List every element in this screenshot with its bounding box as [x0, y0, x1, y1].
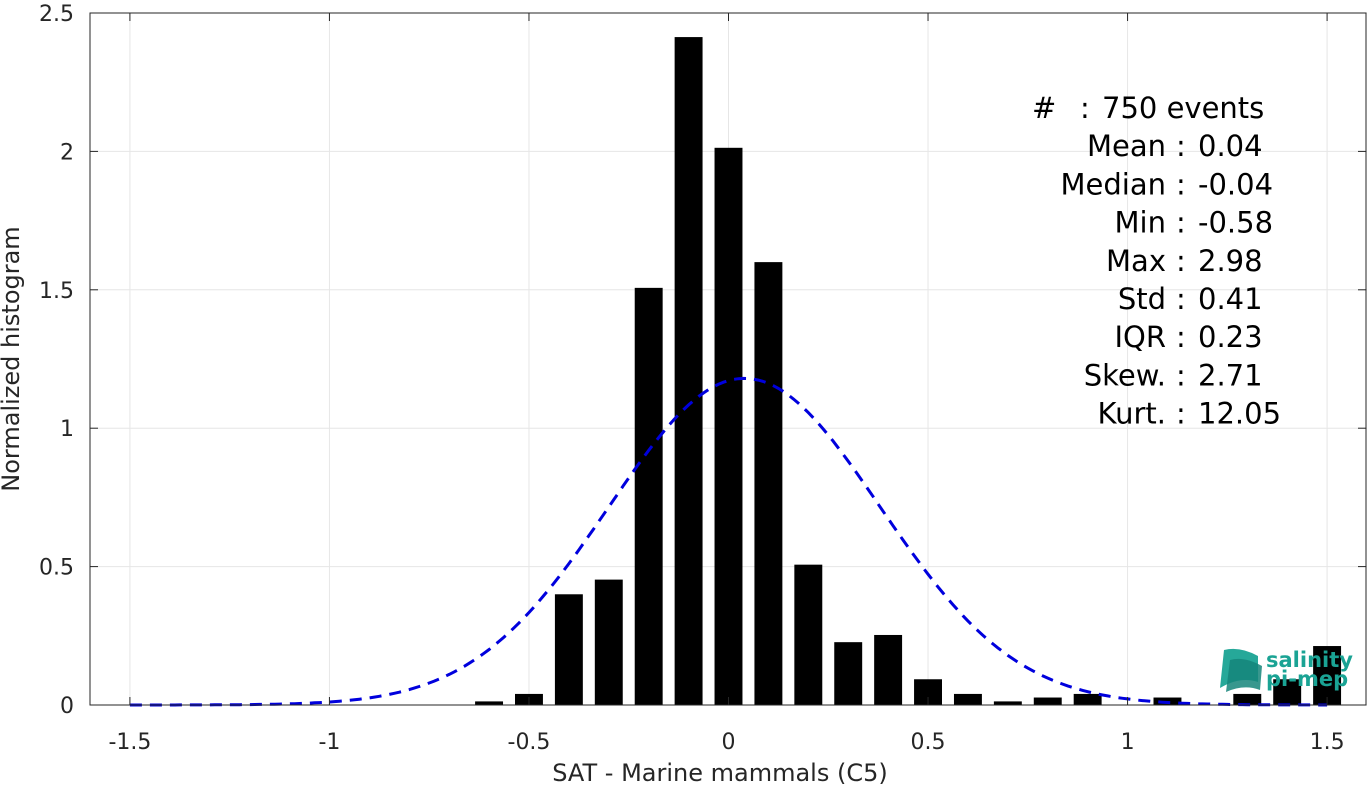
stat-row: #:750 events	[1032, 91, 1264, 125]
stat-label: Median	[1061, 167, 1166, 201]
stat-separator: :	[1176, 282, 1186, 316]
logo-line2: pi-mep	[1266, 667, 1348, 691]
x-tick-label: -1.5	[108, 730, 151, 755]
y-tick-label: 2.5	[39, 2, 74, 27]
histogram-bar	[475, 701, 504, 705]
stat-row: Median: -0.04	[1061, 167, 1274, 201]
stat-row: Kurt.:12.05	[1098, 397, 1282, 431]
stat-separator: :	[1080, 91, 1090, 125]
stat-value: -0.04	[1198, 167, 1273, 201]
y-tick-label: 2	[60, 140, 74, 165]
histogram-bar	[794, 564, 823, 705]
stat-separator: :	[1176, 397, 1186, 431]
stat-label: Mean	[1087, 129, 1166, 163]
x-tick-label: 0.5	[911, 730, 946, 755]
x-tick-label: 1	[1121, 730, 1135, 755]
histogram-bar	[634, 287, 663, 705]
histogram-bar	[1033, 697, 1062, 705]
histogram-bars	[475, 37, 1342, 705]
histogram-bar	[1313, 646, 1342, 705]
histogram-bar	[594, 579, 623, 705]
logo-line1: salinity	[1266, 648, 1353, 672]
stat-value: 0.41	[1198, 282, 1263, 316]
stat-row: IQR:0.23	[1114, 320, 1262, 354]
stat-separator: :	[1176, 358, 1186, 392]
histogram-bar	[674, 37, 703, 705]
stat-value: 2.98	[1198, 244, 1263, 278]
stat-label: Max	[1106, 244, 1166, 278]
x-axis-label: SAT - Marine mammals (C5)	[552, 759, 887, 785]
stat-separator: :	[1176, 206, 1186, 240]
stat-row: Std:0.41	[1118, 282, 1263, 316]
y-tick-label: 1	[60, 417, 74, 442]
stat-row: Max:2.98	[1106, 244, 1263, 278]
stat-value: 2.71	[1198, 358, 1263, 392]
logo-wave-icon	[1220, 648, 1262, 692]
histogram-bar	[714, 147, 743, 705]
stat-row: Mean:0.04	[1087, 129, 1263, 163]
stat-label: Kurt.	[1098, 397, 1166, 431]
stat-value: 0.23	[1198, 320, 1263, 354]
stat-label: Min	[1115, 206, 1166, 240]
stat-row: Min: -0.58	[1115, 206, 1274, 240]
y-tick-label: 0.5	[39, 556, 74, 581]
histogram-bar	[1233, 693, 1262, 705]
histogram-bar	[554, 594, 583, 705]
stat-label: IQR	[1114, 320, 1166, 354]
stat-label: Std	[1118, 282, 1166, 316]
stat-separator: :	[1176, 244, 1186, 278]
histogram-bar	[1273, 679, 1302, 705]
salinity-pi-mep-logo: salinity pi-mep	[1220, 648, 1353, 692]
stat-value: 0.04	[1198, 129, 1263, 163]
x-axis-ticks: -1.5 -1 -0.5 0 0.5 1 1.5	[108, 13, 1345, 755]
histogram-bar	[993, 701, 1022, 705]
stat-separator: :	[1176, 320, 1186, 354]
stat-separator: :	[1176, 129, 1186, 163]
x-tick-label: 0	[722, 730, 736, 755]
x-tick-label: -1	[318, 730, 340, 755]
x-tick-label: -0.5	[508, 730, 551, 755]
histogram-bar	[834, 642, 863, 705]
histogram-bar	[953, 693, 982, 705]
histogram-bar	[754, 262, 783, 705]
stat-separator: :	[1176, 167, 1186, 201]
stat-label: #	[1032, 91, 1056, 125]
histogram-bar	[1073, 693, 1102, 705]
y-tick-label: 1.5	[39, 279, 74, 304]
y-axis-ticks: 0 0.5 1 1.5 2 2.5	[39, 2, 1366, 719]
y-tick-label: 0	[60, 694, 74, 719]
x-tick-label: 1.5	[1310, 730, 1345, 755]
y-axis-label: Normalized histogram	[0, 226, 25, 491]
stat-value: -0.58	[1198, 206, 1273, 240]
histogram-bar	[874, 634, 903, 705]
stat-value: 750 events	[1102, 91, 1264, 125]
stat-label: Skew.	[1084, 358, 1166, 392]
stat-value: 12.05	[1198, 397, 1281, 431]
stat-row: Skew.:2.71	[1084, 358, 1263, 392]
